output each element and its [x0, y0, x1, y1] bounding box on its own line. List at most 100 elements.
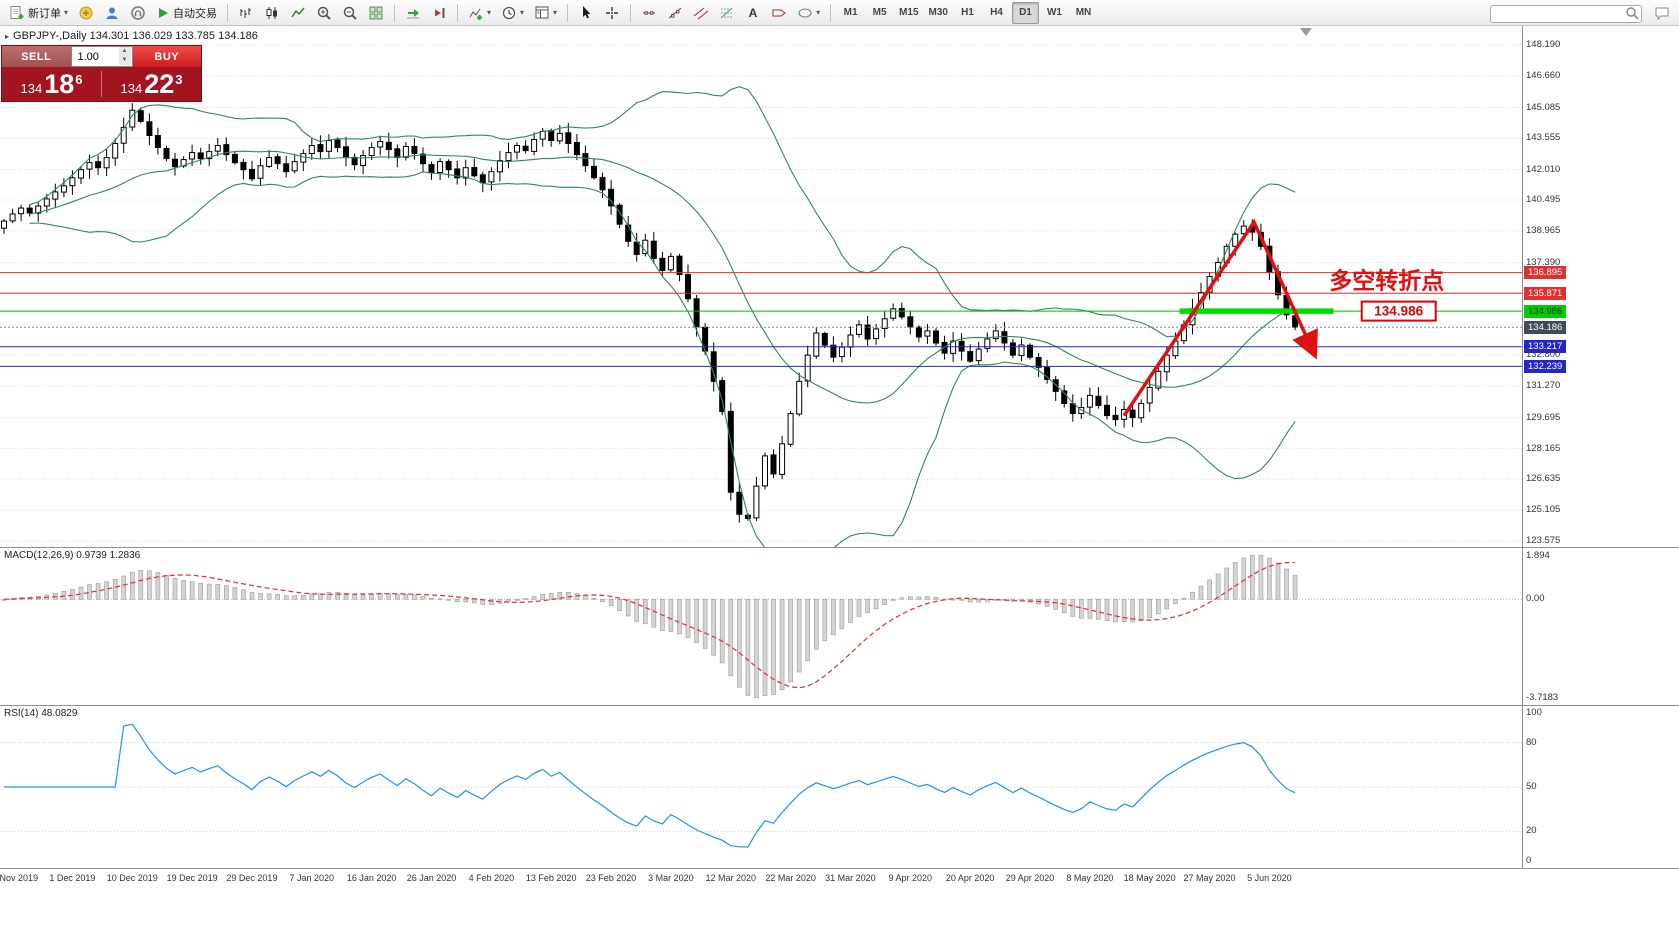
candle: [231, 153, 238, 164]
autotrade-button[interactable]: 自动交易: [152, 2, 221, 24]
candle: [1155, 370, 1162, 389]
price-axis[interactable]: 148.190 146.660 145.085 143.555 142.010 140.4…: [1523, 26, 1679, 547]
price-axis-label: 123.575: [1526, 535, 1561, 547]
price-divider: [101, 71, 102, 97]
candle: [591, 165, 597, 179]
candle: [616, 204, 623, 225]
reversal-annotation-text[interactable]: 多空转折点: [1329, 268, 1444, 294]
crosshair-button[interactable]: [600, 2, 624, 24]
candles-icon: [266, 6, 278, 19]
sell-button[interactable]: SELL: [2, 46, 71, 67]
candle: [462, 167, 469, 179]
price-annotation-box[interactable]: [1360, 300, 1437, 322]
buy-price-button[interactable]: 134 22 3: [102, 69, 201, 99]
date-label: 23 Feb 2020: [585, 873, 637, 883]
trend-reversal-arrow[interactable]: [1122, 218, 1318, 417]
support-button[interactable]: [126, 2, 150, 24]
timeframe-m15-button[interactable]: M15: [895, 2, 922, 24]
templates-button[interactable]: ▾: [530, 2, 561, 24]
candle: [86, 162, 93, 170]
volume-box: ▲ ▼: [70, 46, 133, 67]
timeframe-d1-button[interactable]: D1: [1011, 1, 1039, 24]
candle: [539, 130, 546, 140]
macd-label: MACD(12,26,9) 0.9739 1.2836: [4, 550, 141, 561]
search-input[interactable]: [1490, 4, 1642, 23]
label-tool-button[interactable]: [767, 2, 791, 24]
candle: [120, 126, 127, 144]
candle: [437, 161, 444, 174]
candle: [385, 141, 392, 151]
date-label: 3 Mar 2020: [648, 873, 694, 883]
candle: [189, 152, 196, 160]
candle: [1009, 342, 1016, 356]
date-label: 13 Feb 2020: [525, 873, 577, 883]
timeframe-m30-button[interactable]: M30: [925, 2, 952, 24]
timeframe-mn-button[interactable]: MN: [1070, 2, 1097, 24]
timeframe-h1-button[interactable]: H1: [954, 2, 981, 24]
chart-shift-marker-icon: [1300, 28, 1312, 36]
timeframe-h4-button[interactable]: H4: [983, 2, 1010, 24]
candle: [813, 332, 820, 357]
search-icon[interactable]: [1625, 6, 1639, 20]
candle: [197, 152, 204, 160]
timeframe-m5-button[interactable]: M5: [866, 2, 893, 24]
candle: [300, 153, 307, 163]
zoom-out-button[interactable]: [338, 2, 362, 24]
candle: [1069, 403, 1076, 415]
rsi-panel[interactable]: [0, 706, 1522, 868]
candle: [753, 485, 760, 519]
horizontal-line-button[interactable]: [637, 2, 661, 24]
profile-button[interactable]: [100, 2, 124, 24]
date-label: 5 Jun 2020: [1247, 873, 1292, 883]
candle: [95, 161, 102, 169]
candle: [334, 139, 341, 149]
cursor-button[interactable]: [574, 2, 598, 24]
price-axis-label: 145.085: [1526, 101, 1561, 113]
channel-button[interactable]: [689, 2, 713, 24]
deposit-button[interactable]: [74, 2, 98, 24]
fibonacci-button[interactable]: [715, 2, 739, 24]
zoom-in-button[interactable]: [312, 2, 336, 24]
candle: [317, 144, 324, 153]
panel-separator[interactable]: [0, 547, 1679, 548]
sell-price-button[interactable]: 134 18 6: [2, 69, 101, 99]
line-chart-icon: [291, 7, 305, 17]
chart-shift-button[interactable]: [427, 2, 451, 24]
indicators-button[interactable]: ▾: [464, 2, 495, 24]
trendline-button[interactable]: [663, 2, 687, 24]
community-chat-button[interactable]: [1650, 2, 1674, 24]
auto-scroll-button[interactable]: [401, 2, 425, 24]
text-tool-button[interactable]: A: [741, 2, 765, 24]
new-order-button[interactable]: 新订单 ▾: [5, 2, 72, 24]
candle: [394, 148, 401, 159]
candlestick-chart-button[interactable]: [260, 2, 284, 24]
crosshair-icon: [606, 6, 619, 19]
candle: [43, 198, 50, 207]
rsi-axis-label: 20: [1526, 825, 1537, 837]
shapes-button[interactable]: ▾: [793, 2, 824, 24]
bar-chart-button[interactable]: [234, 2, 258, 24]
volume-input[interactable]: [71, 50, 118, 63]
candle: [154, 135, 161, 148]
macd-axis[interactable]: 1.894 0.00 -3.7183: [1523, 548, 1679, 705]
macd-panel[interactable]: [0, 548, 1522, 705]
timeframe-w1-button[interactable]: W1: [1041, 2, 1068, 24]
periods-button[interactable]: ▾: [497, 2, 528, 24]
panel-separator[interactable]: [0, 705, 1679, 706]
volume-down-button[interactable]: ▼: [118, 56, 131, 65]
line-chart-button[interactable]: [286, 2, 310, 24]
rsi-axis[interactable]: 100 80 50 20 0: [1523, 706, 1679, 868]
candle: [377, 141, 384, 148]
tile-windows-button[interactable]: [364, 2, 388, 24]
candle: [274, 156, 281, 165]
volume-up-button[interactable]: ▲: [118, 47, 131, 56]
timeframe-m1-button[interactable]: M1: [837, 2, 864, 24]
chart-area: 134.986 多空转折点 ▸ GBPJPY-,Daily 134.301 136…: [0, 26, 1679, 947]
toolbar-separator: [567, 3, 569, 22]
candle: [650, 240, 657, 259]
date-axis[interactable]: 21 Nov 2019 1 Dec 2019 10 Dec 2019 19 Dec 2…: [0, 868, 1679, 890]
text-icon: A: [749, 6, 758, 20]
candle: [573, 142, 580, 156]
buy-button[interactable]: BUY: [132, 46, 201, 67]
main-price-chart[interactable]: 134.986 多空转折点: [0, 26, 1522, 547]
